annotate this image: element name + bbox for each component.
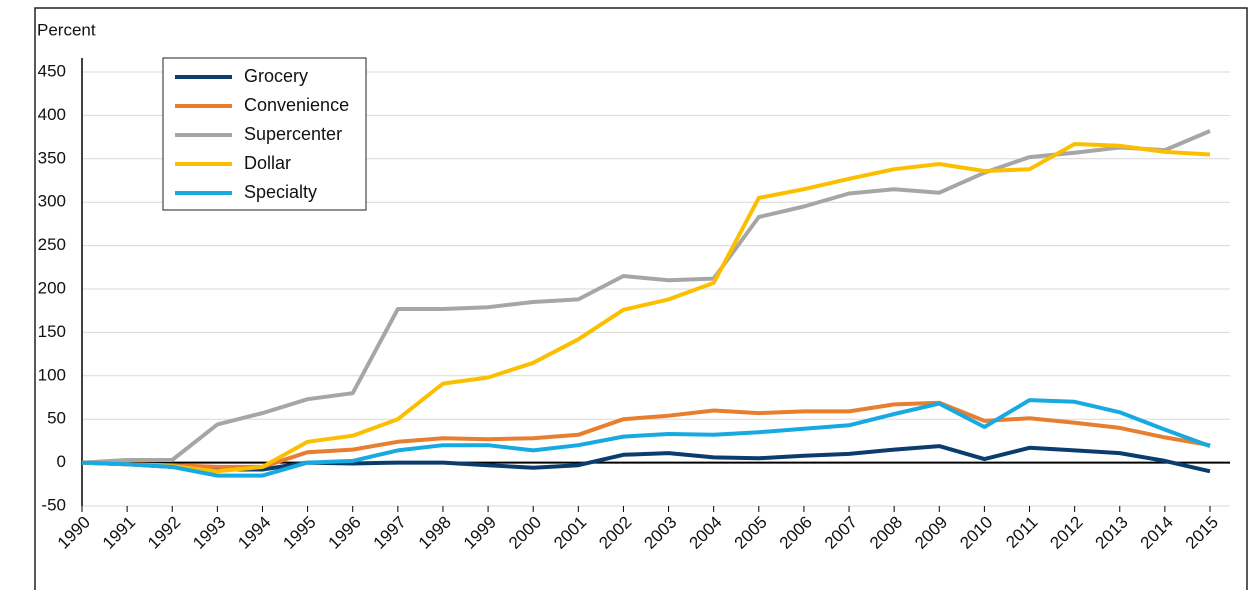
y-tick-label: 300 bbox=[38, 192, 66, 211]
x-tick-label: 1991 bbox=[99, 513, 139, 553]
y-tick-label: 250 bbox=[38, 235, 66, 254]
x-tick-label: 2012 bbox=[1046, 513, 1086, 553]
y-tick-label: 350 bbox=[38, 148, 66, 167]
line-series bbox=[81, 142, 1211, 474]
x-tick-label: 2005 bbox=[731, 513, 771, 553]
x-tick-label: 1997 bbox=[370, 513, 410, 553]
x-tick-label: 1990 bbox=[54, 513, 94, 553]
x-tick-label: 2015 bbox=[1182, 513, 1222, 553]
legend-label: Dollar bbox=[244, 153, 291, 173]
x-tick-label: 2013 bbox=[1092, 513, 1132, 553]
line-series bbox=[81, 444, 1211, 474]
x-tick-label: 1992 bbox=[144, 513, 184, 553]
line-series bbox=[81, 129, 1211, 465]
x-tick-label: 2006 bbox=[776, 513, 816, 553]
x-tick-label: 2009 bbox=[911, 513, 951, 553]
x-tick-label: 1993 bbox=[189, 513, 229, 553]
x-tick-label: 2000 bbox=[505, 513, 545, 553]
y-tick-label: 0 bbox=[57, 452, 66, 471]
x-tick-label: 2008 bbox=[866, 513, 906, 553]
x-tick-label: 1996 bbox=[325, 513, 365, 553]
x-tick-label: 2003 bbox=[640, 513, 680, 553]
x-tick-label: 2014 bbox=[1137, 513, 1177, 553]
legend-label: Convenience bbox=[244, 95, 349, 115]
x-tick-label: 1995 bbox=[279, 513, 319, 553]
y-tick-label: 450 bbox=[38, 61, 66, 80]
y-axis-label: Percent bbox=[37, 20, 96, 39]
legend-label: Specialty bbox=[244, 182, 317, 202]
y-tick-label: 200 bbox=[38, 278, 66, 297]
x-tick-label: 2002 bbox=[595, 513, 635, 553]
frame bbox=[34, 7, 1248, 590]
legend-label: Grocery bbox=[244, 66, 308, 86]
y-tick-label: 150 bbox=[38, 322, 66, 341]
x-tick-label: 2010 bbox=[956, 513, 996, 553]
y-tick-label: 400 bbox=[38, 105, 66, 124]
y-tick-label: 100 bbox=[38, 365, 66, 384]
legend-label: Supercenter bbox=[244, 124, 342, 144]
line-series bbox=[81, 398, 1211, 478]
x-tick-label: 1998 bbox=[415, 513, 455, 553]
x-tick-label: 2011 bbox=[1002, 513, 1041, 552]
legend: Grocery Convenience Supercenter Dollar Speci… bbox=[162, 57, 367, 211]
y-tick-label: 50 bbox=[47, 409, 66, 428]
x-tick-label: 1999 bbox=[460, 513, 500, 553]
x-tick-label: 1994 bbox=[234, 513, 274, 553]
x-tick-label: 2004 bbox=[685, 513, 725, 553]
x-tick-label: 2001 bbox=[550, 513, 590, 553]
x-tick-label: 2007 bbox=[821, 513, 861, 553]
y-tick-label: -50 bbox=[41, 495, 66, 514]
